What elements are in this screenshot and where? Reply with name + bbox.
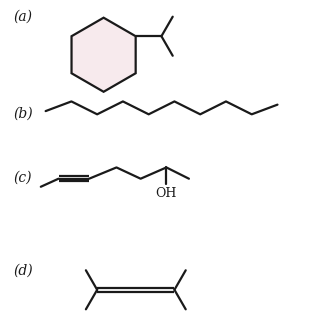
- Text: (d): (d): [13, 264, 33, 278]
- Text: OH: OH: [156, 187, 177, 200]
- Text: (c): (c): [13, 171, 32, 185]
- Text: (b): (b): [13, 106, 33, 120]
- Polygon shape: [72, 18, 136, 92]
- Text: (a): (a): [13, 10, 33, 24]
